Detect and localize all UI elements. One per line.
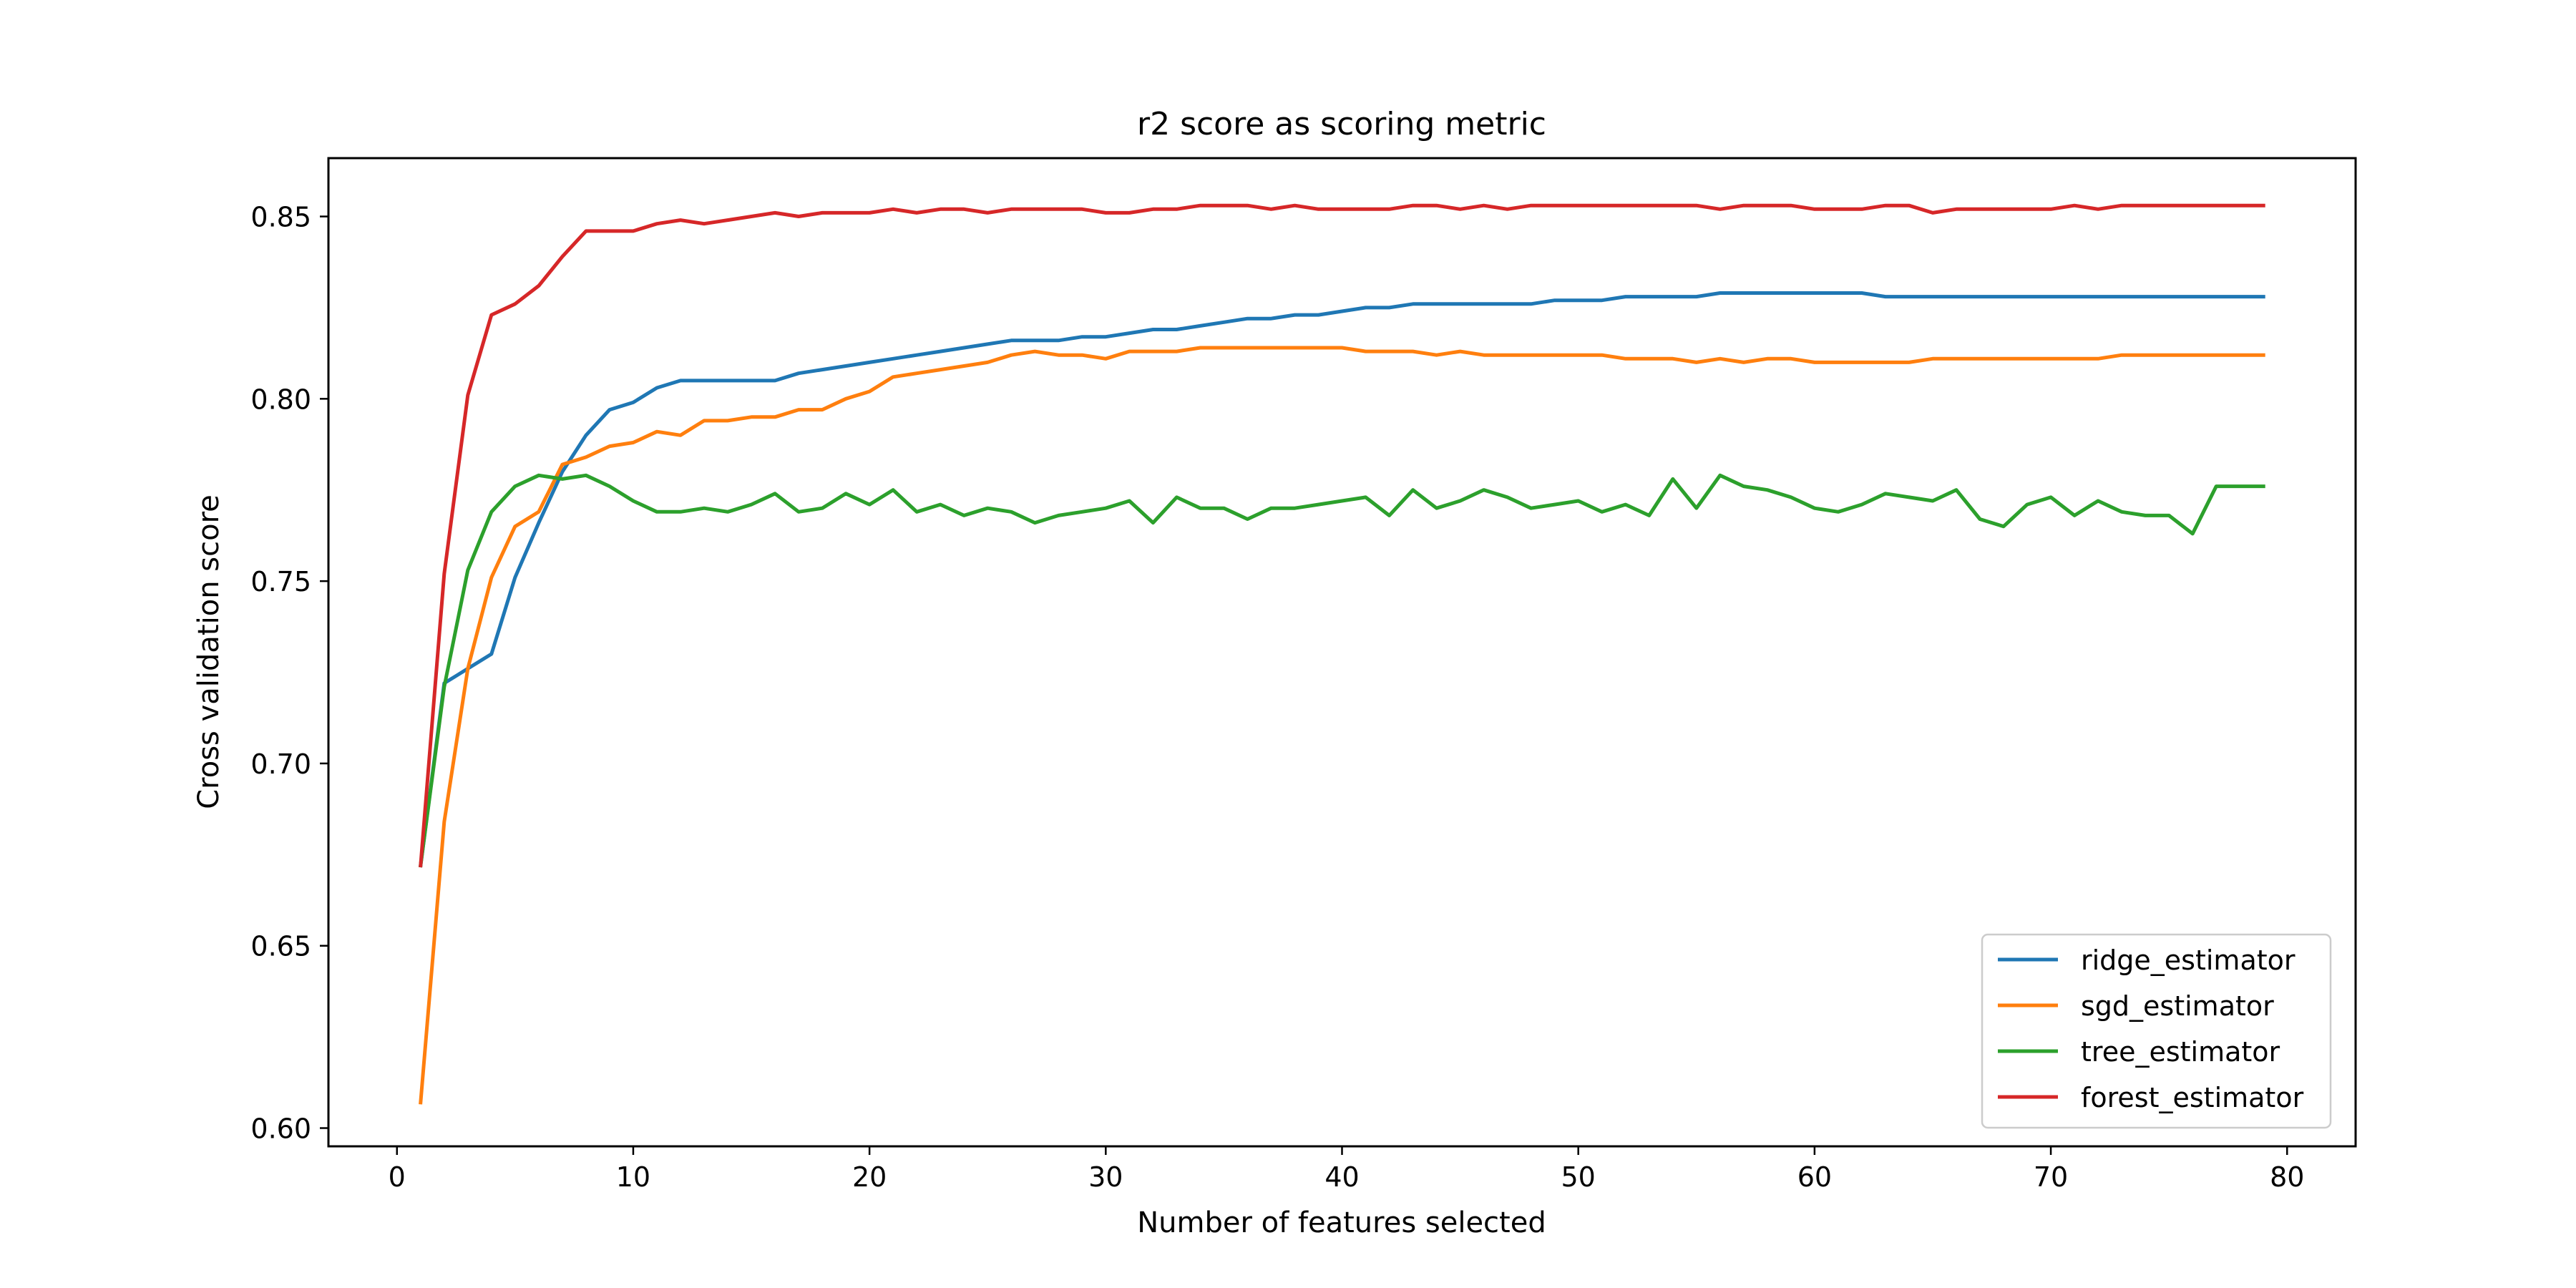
- legend: ridge_estimator sgd_estimator tree_estimat…: [1981, 933, 2332, 1129]
- x-tick-label: 80: [2270, 1161, 2304, 1193]
- legend-label: sgd_estimator: [2081, 990, 2274, 1022]
- x-tick-label: 30: [1088, 1161, 1123, 1193]
- x-tick-label: 40: [1324, 1161, 1359, 1193]
- chart-title: r2 score as scoring metric: [1137, 106, 1546, 142]
- y-tick-label: 0.75: [250, 566, 311, 597]
- x-axis-ticks: 0 10 20 30 40 50 60 70 80: [389, 1146, 2304, 1193]
- series-line-forest_estimator: [419, 203, 2265, 868]
- x-tick-label: 60: [1797, 1161, 1832, 1193]
- y-tick-label: 0.70: [250, 748, 311, 780]
- x-tick-label: 50: [1561, 1161, 1596, 1193]
- y-axis-ticks: 0.60 0.65 0.70 0.75 0.80 0.85: [250, 202, 328, 1145]
- legend-label: forest_estimator: [2081, 1082, 2304, 1113]
- series-line-sgd_estimator: [419, 346, 2265, 1105]
- legend-entry-tree_estimator: tree_estimator: [1998, 1036, 2280, 1068]
- legend-label: ridge_estimator: [2081, 945, 2296, 976]
- plot-lines: [418, 203, 2265, 1105]
- x-tick-label: 20: [852, 1161, 887, 1193]
- legend-label: tree_estimator: [2081, 1036, 2280, 1068]
- y-tick-label: 0.65: [250, 931, 311, 962]
- y-tick-label: 0.80: [250, 384, 311, 415]
- x-axis-label: Number of features selected: [1137, 1206, 1546, 1239]
- plot-frame: [327, 157, 2357, 1148]
- x-tick-label: 0: [389, 1161, 406, 1193]
- legend-box: [1981, 933, 2332, 1129]
- x-tick-label: 70: [2034, 1161, 2068, 1193]
- y-tick-label: 0.60: [250, 1113, 311, 1145]
- y-tick-label: 0.85: [250, 202, 311, 233]
- legend-entry-ridge_estimator: ridge_estimator: [1998, 945, 2296, 976]
- y-axis-label: Cross validation score: [192, 494, 225, 809]
- series-line-ridge_estimator: [418, 291, 2265, 868]
- legend-entry-forest_estimator: forest_estimator: [1998, 1082, 2304, 1113]
- series-line-tree_estimator: [418, 473, 2265, 868]
- legend-entry-sgd_estimator: sgd_estimator: [1998, 990, 2274, 1022]
- x-tick-label: 10: [616, 1161, 650, 1193]
